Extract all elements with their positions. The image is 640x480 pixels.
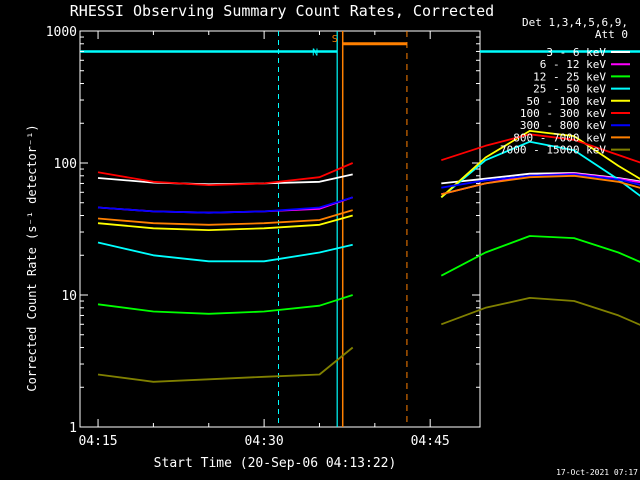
y-tick-label-3: 1000 — [46, 25, 77, 40]
series-line-4-part-0 — [97, 214, 353, 232]
night-bar-label: N — [312, 47, 318, 58]
legend-label-1: 6 - 12 keV — [540, 58, 607, 71]
legend-label-8: 7000 - 15000 keV — [500, 144, 606, 157]
legend-label-3: 25 - 50 keV — [533, 83, 606, 96]
x-axis-label: Start Time (20-Sep-06 04:13:22) — [154, 456, 397, 471]
legend-label-7: 800 - 7000 keV — [513, 131, 606, 144]
y-tick-label-2: 100 — [54, 157, 77, 172]
legend-header-line-2: Att 0 — [595, 28, 628, 41]
x-tick-label-2: 04:45 — [411, 434, 450, 449]
series-line-4-part-1 — [440, 129, 640, 198]
series-line-8-part-0 — [97, 346, 354, 383]
series-line-5-part-0 — [97, 162, 354, 187]
legend-label-5: 100 - 300 keV — [520, 107, 606, 120]
chart-title: RHESSI Observing Summary Count Rates, Co… — [70, 2, 494, 20]
series-line-6-part-0 — [97, 196, 353, 214]
x-tick-label-1: 04:30 — [245, 434, 284, 449]
y-tick-label-1: 10 — [61, 289, 77, 304]
legend-label-6: 300 - 800 keV — [520, 119, 606, 132]
legend-label-0: 3 - 6 keV — [546, 46, 606, 59]
series-line-2-part-1 — [440, 235, 640, 277]
legend-header-line-1: Det 1,3,4,5,6,9, — [522, 16, 628, 29]
legend-label-2: 12 - 25 keV — [533, 70, 606, 83]
series-line-3-part-0 — [97, 241, 353, 263]
series-line-5-part-1 — [441, 133, 640, 164]
saa-bar-label: S — [332, 34, 338, 45]
y-tick-label-0: 1 — [69, 421, 77, 436]
legend-label-4: 50 - 100 keV — [527, 95, 607, 108]
plot-frame — [79, 30, 481, 428]
series-line-7-part-1 — [441, 174, 640, 196]
series-line-7-part-0 — [97, 209, 353, 226]
series-line-6-part-1 — [441, 173, 640, 189]
series-line-2-part-0 — [97, 294, 353, 315]
generation-timestamp: 17-Oct-2021 07:17 — [556, 468, 638, 477]
y-axis-label: Corrected Count Rate (s⁻¹ detector⁻¹) — [25, 124, 39, 391]
series-line-8-part-1 — [440, 296, 640, 326]
x-tick-label-0: 04:15 — [78, 434, 117, 449]
series-line-3-part-1 — [440, 140, 640, 198]
